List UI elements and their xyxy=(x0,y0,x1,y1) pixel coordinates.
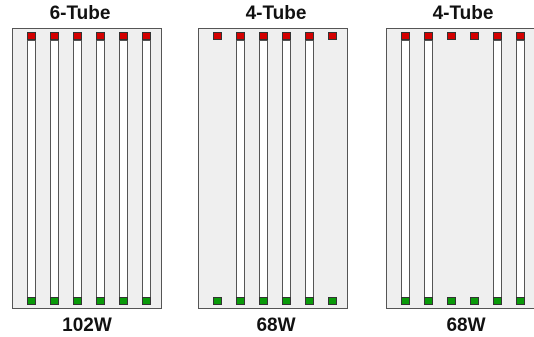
top-socket-cap xyxy=(96,32,105,40)
top-socket-cap xyxy=(470,32,479,40)
fluorescent-tube xyxy=(50,40,59,298)
top-socket-cap xyxy=(424,32,433,40)
top-socket-cap xyxy=(73,32,82,40)
top-socket-cap xyxy=(516,32,525,40)
fixture-wattage: 68W xyxy=(391,316,534,336)
fixture-wattage: 68W xyxy=(201,316,351,336)
top-socket-cap xyxy=(27,32,36,40)
fluorescent-tube xyxy=(259,40,268,298)
bottom-socket-cap xyxy=(96,297,105,305)
fluorescent-tube xyxy=(142,40,151,298)
top-socket-cap xyxy=(213,32,222,40)
bottom-socket-cap xyxy=(401,297,410,305)
top-socket-cap xyxy=(447,32,456,40)
bottom-socket-cap xyxy=(236,297,245,305)
fluorescent-tube xyxy=(305,40,314,298)
top-socket-cap xyxy=(50,32,59,40)
bottom-socket-cap xyxy=(73,297,82,305)
fixture-title: 4-Tube xyxy=(388,4,534,24)
fixture-title: 4-Tube xyxy=(201,4,351,24)
top-socket-cap xyxy=(142,32,151,40)
bottom-socket-cap xyxy=(119,297,128,305)
bottom-socket-cap xyxy=(424,297,433,305)
fluorescent-tube xyxy=(516,40,525,298)
top-socket-cap xyxy=(282,32,291,40)
bottom-socket-cap xyxy=(493,297,502,305)
fluorescent-tube xyxy=(73,40,82,298)
top-socket-cap xyxy=(119,32,128,40)
fixture-title: 6-Tube xyxy=(5,4,155,24)
top-socket-cap xyxy=(236,32,245,40)
fluorescent-tube xyxy=(401,40,410,298)
top-socket-cap xyxy=(305,32,314,40)
top-socket-cap xyxy=(328,32,337,40)
bottom-socket-cap xyxy=(470,297,479,305)
bottom-socket-cap xyxy=(50,297,59,305)
bottom-socket-cap xyxy=(282,297,291,305)
fluorescent-tube xyxy=(96,40,105,298)
top-socket-cap xyxy=(401,32,410,40)
fluorescent-tube xyxy=(119,40,128,298)
fixture-housing xyxy=(198,28,348,309)
bottom-socket-cap xyxy=(142,297,151,305)
top-socket-cap xyxy=(259,32,268,40)
fluorescent-tube xyxy=(424,40,433,298)
bottom-socket-cap xyxy=(213,297,222,305)
fixture-housing xyxy=(386,28,534,309)
fixture-housing xyxy=(12,28,162,309)
top-socket-cap xyxy=(493,32,502,40)
fluorescent-tube xyxy=(493,40,502,298)
bottom-socket-cap xyxy=(27,297,36,305)
bottom-socket-cap xyxy=(259,297,268,305)
bottom-socket-cap xyxy=(447,297,456,305)
fluorescent-tube xyxy=(282,40,291,298)
fluorescent-tube xyxy=(236,40,245,298)
fluorescent-tube xyxy=(27,40,36,298)
fixture-wattage: 102W xyxy=(12,316,162,336)
bottom-socket-cap xyxy=(516,297,525,305)
bottom-socket-cap xyxy=(305,297,314,305)
bottom-socket-cap xyxy=(328,297,337,305)
